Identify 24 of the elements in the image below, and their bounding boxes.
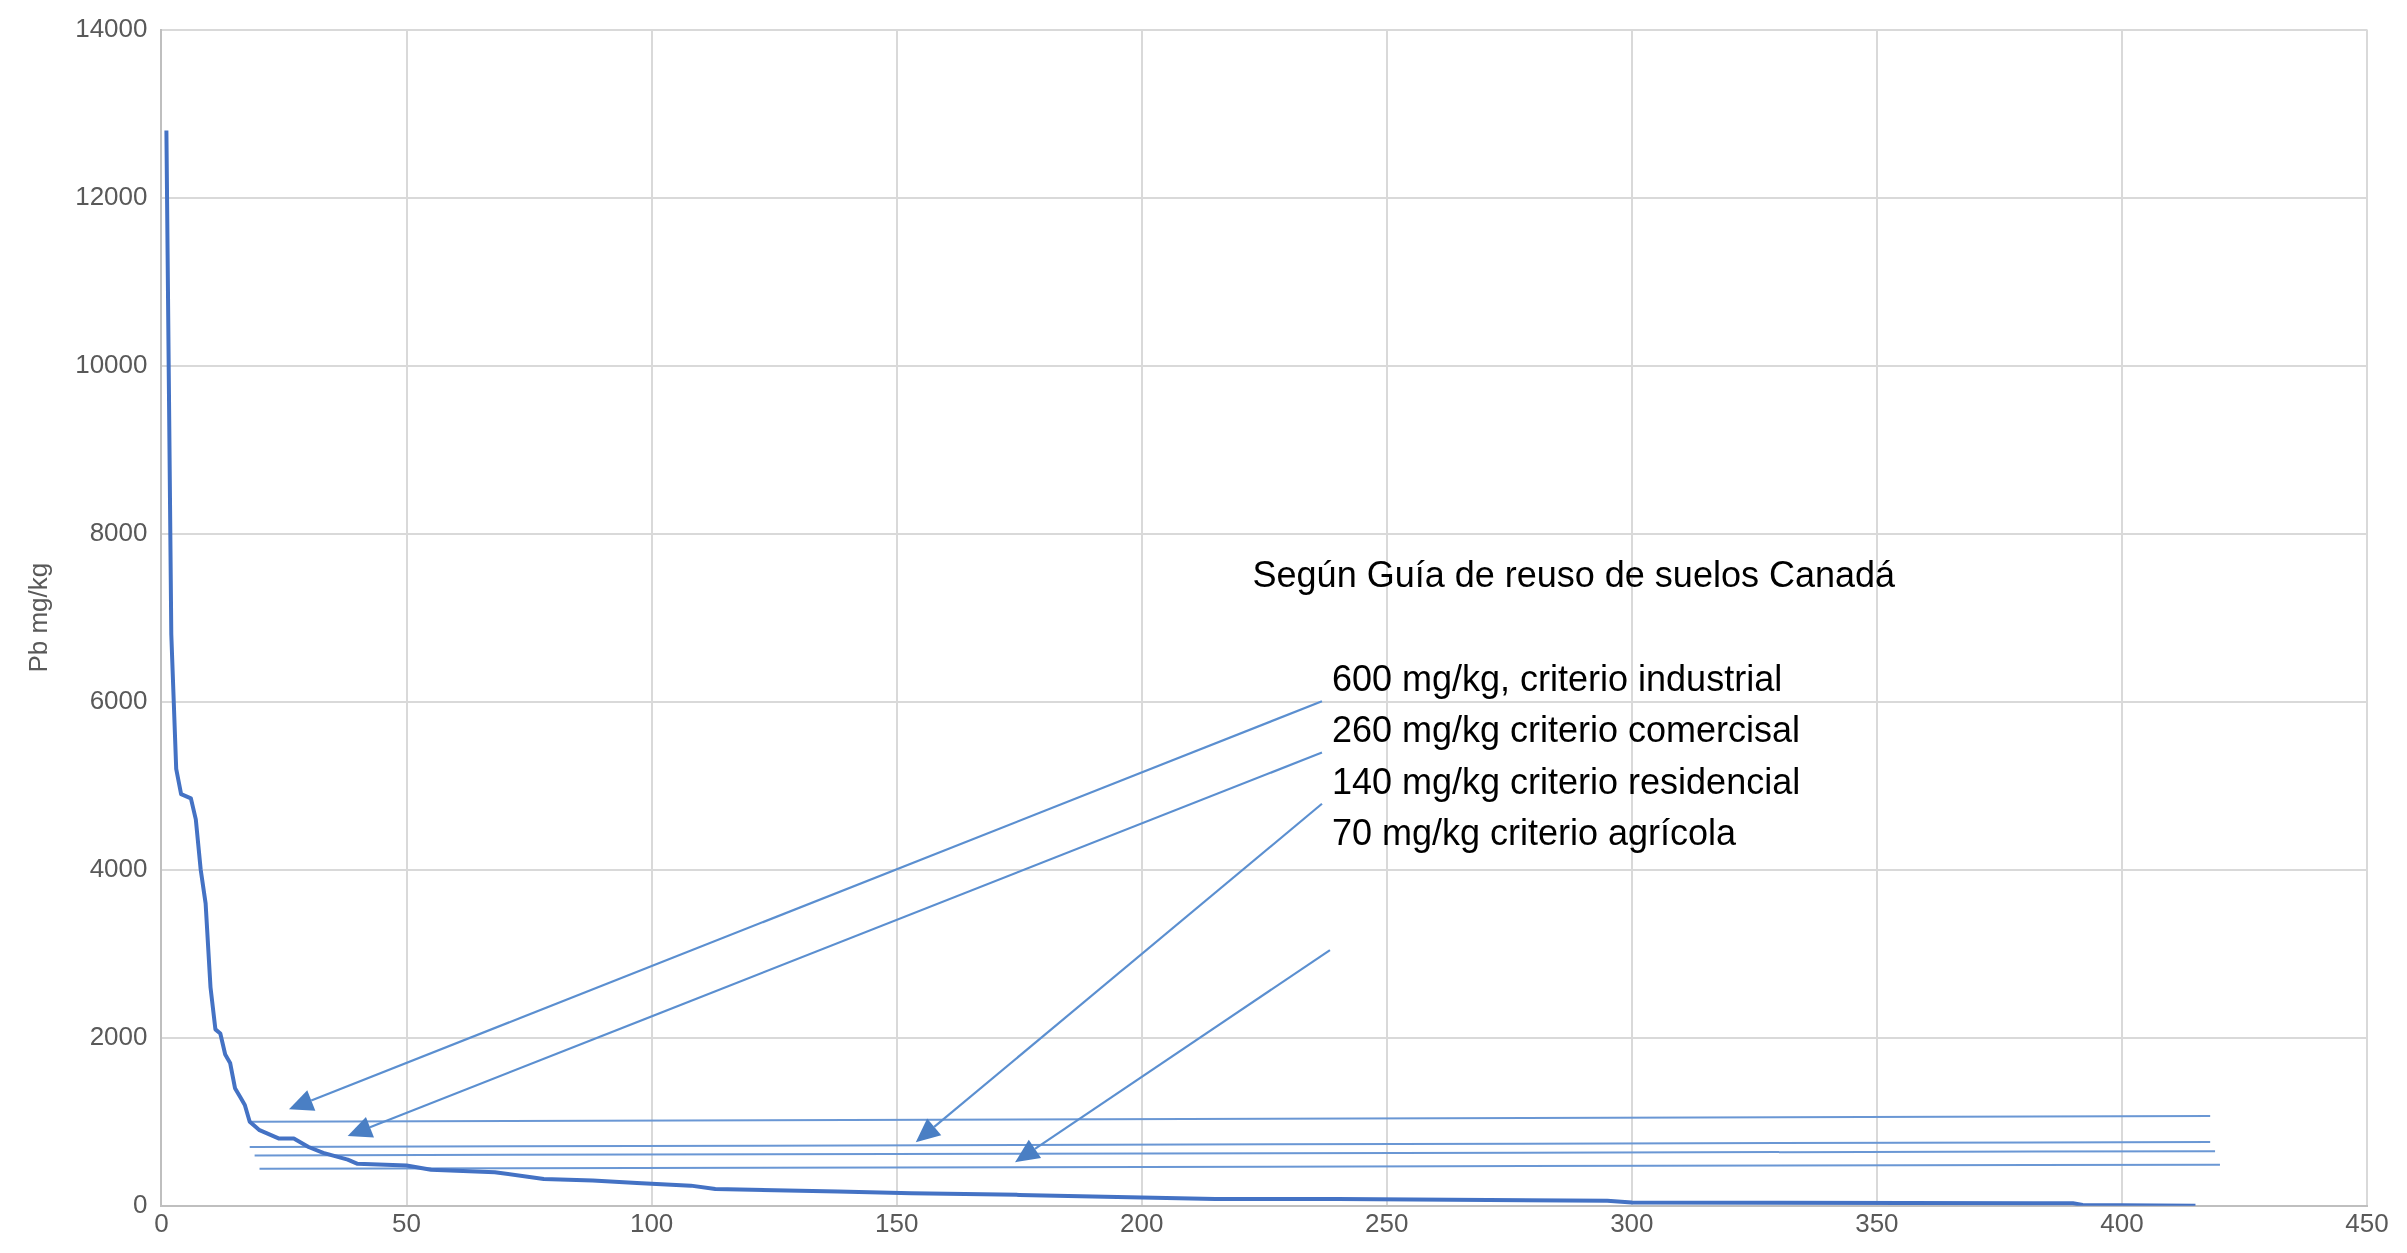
x-tick-label: 300 xyxy=(1610,1207,1654,1238)
y-tick-label: 10000 xyxy=(75,348,148,379)
y-tick-label: 12000 xyxy=(75,180,148,211)
annotation: 70 mg/kg criterio agrícola xyxy=(1331,811,1738,853)
annotation: 600 mg/kg, criterio industrial xyxy=(1331,658,1783,700)
y-tick-label: 4000 xyxy=(89,852,148,883)
annotation: Según Guía de reuso de suelos Canadá xyxy=(1252,554,1896,596)
x-tick-label: 100 xyxy=(629,1207,674,1238)
y-axis-title: Pb mg/kg xyxy=(22,562,53,673)
y-tick-label: 14000 xyxy=(75,12,148,43)
y-tick-label: 8000 xyxy=(89,516,148,547)
y-tick-label: 6000 xyxy=(89,684,148,715)
x-tick-label: 200 xyxy=(1120,1207,1164,1238)
x-tick-label: 350 xyxy=(1855,1207,1899,1238)
x-tick-label: 250 xyxy=(1365,1207,1409,1238)
annotation: 140 mg/kg criterio residencial xyxy=(1331,760,1801,802)
x-tick-label: 450 xyxy=(2345,1207,2389,1238)
x-tick-label: 0 xyxy=(154,1207,169,1238)
x-tick-label: 400 xyxy=(2100,1207,2144,1238)
x-tick-label: 150 xyxy=(874,1207,919,1238)
x-tick-label: 50 xyxy=(392,1207,422,1238)
y-tick-label: 2000 xyxy=(89,1020,148,1051)
annotation: 260 mg/kg criterio comercisal xyxy=(1331,709,1801,751)
y-tick-label: 0 xyxy=(133,1188,148,1219)
